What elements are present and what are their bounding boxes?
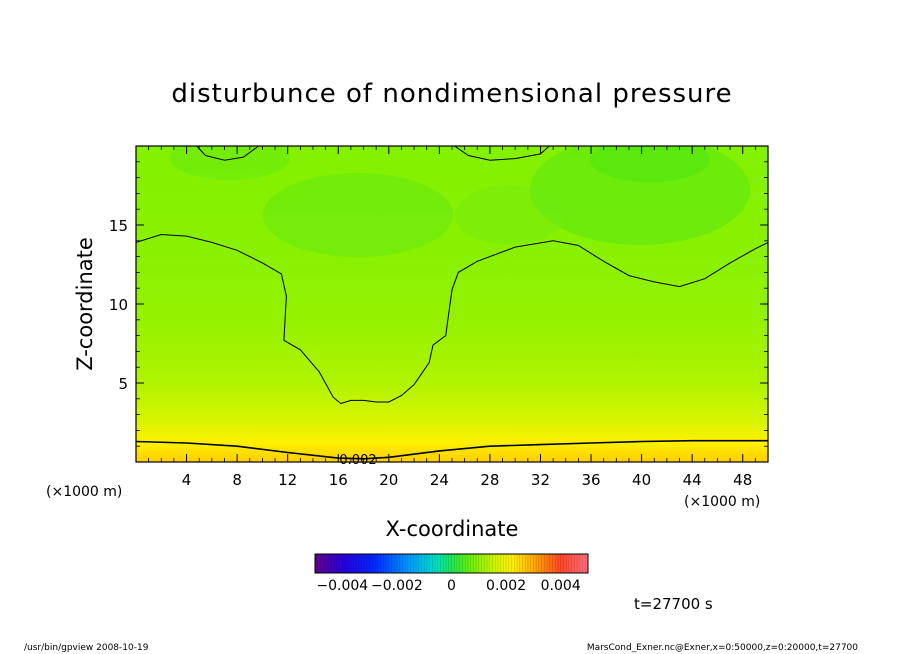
y-tick-label: 15 (109, 217, 128, 235)
contour-lower (136, 439, 768, 460)
x-tick-label: 24 (430, 471, 449, 489)
x-tick-label: 32 (531, 471, 550, 489)
x-tick-label: 36 (581, 471, 600, 489)
field-patch-center (263, 173, 453, 257)
x-ticks: 4 8 12 16 20 24 28 32 36 40 44 48 (148, 146, 756, 489)
x-tick-label: 12 (278, 471, 297, 489)
y-tick-label: 5 (118, 375, 128, 393)
colorbar-labels: −0.004 −0.002 0 0.002 0.004 (316, 578, 580, 594)
x-tick-label: 4 (182, 471, 192, 489)
x-tick-label: 44 (683, 471, 702, 489)
contour-top-left (196, 146, 259, 161)
colorbar: −0.004 −0.002 0 0.002 0.004 (314, 553, 589, 594)
field-patch-mid (455, 185, 565, 245)
colorbar-label: 0.004 (541, 578, 581, 594)
colorbar-divisions (317, 554, 586, 573)
colorbar-fill (315, 554, 588, 573)
contour-lines (136, 146, 768, 460)
chart-title: disturbunce of nondimensional pressure (171, 79, 732, 109)
x-unit-left: (×1000 m) (46, 484, 122, 500)
x-axis-label: X-coordinate (386, 517, 519, 541)
y-axis-label: Z-coordinate (73, 237, 97, 371)
x-unit-right: (×1000 m) (684, 494, 760, 510)
time-annotation: t=27700 s (634, 595, 713, 613)
colorbar-label: 0.002 (486, 578, 526, 594)
x-tick-label: 8 (232, 471, 242, 489)
contour-top-right (454, 146, 550, 161)
field-patch-left-top (170, 146, 290, 180)
contour-label: 0.002 (339, 453, 376, 468)
field-patches (170, 146, 750, 257)
footer-left: /usr/bin/gpview 2008-10-19 (24, 643, 149, 653)
x-tick-label: 40 (632, 471, 651, 489)
x-tick-label: 20 (379, 471, 398, 489)
colorbar-label: −0.004 (316, 578, 368, 594)
colorbar-frame (314, 553, 589, 574)
field-patch-right-top (590, 146, 710, 182)
colorbar-label: −0.002 (371, 578, 423, 594)
colorbar-label: 0 (447, 578, 456, 594)
x-tick-label: 28 (480, 471, 499, 489)
y-ticks: 5 10 15 (109, 161, 768, 447)
x-tick-label: 16 (329, 471, 348, 489)
footer-right: MarsCond_Exner.nc@Exner,x=0:50000,z=0:20… (587, 643, 858, 653)
x-tick-label: 48 (733, 471, 752, 489)
contour-middle (136, 233, 768, 405)
y-tick-label: 10 (109, 296, 128, 314)
